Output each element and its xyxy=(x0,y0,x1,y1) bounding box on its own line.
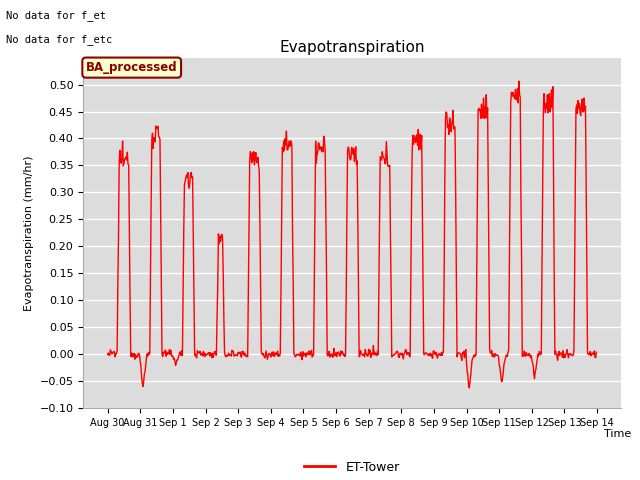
Legend: ET-Tower: ET-Tower xyxy=(300,456,404,479)
Y-axis label: Evapotranspiration (mm/hr): Evapotranspiration (mm/hr) xyxy=(24,155,34,311)
X-axis label: Time: Time xyxy=(604,429,632,439)
Text: No data for f_etc: No data for f_etc xyxy=(6,34,113,45)
Text: BA_processed: BA_processed xyxy=(86,61,177,74)
Title: Evapotranspiration: Evapotranspiration xyxy=(279,40,425,55)
Text: No data for f_et: No data for f_et xyxy=(6,10,106,21)
